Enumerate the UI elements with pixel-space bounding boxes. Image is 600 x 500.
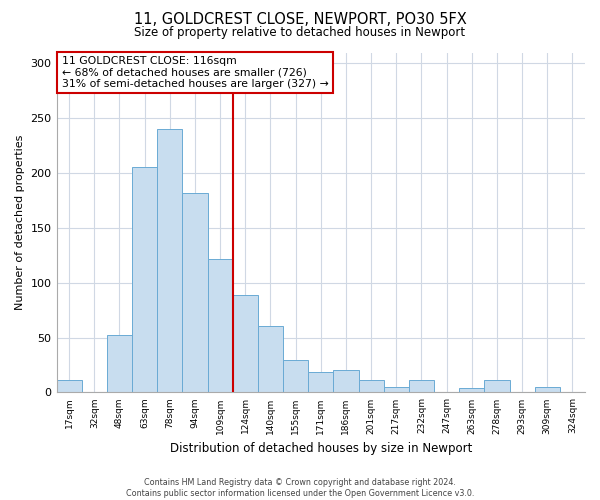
Text: 11 GOLDCREST CLOSE: 116sqm
← 68% of detached houses are smaller (726)
31% of sem: 11 GOLDCREST CLOSE: 116sqm ← 68% of deta…: [62, 56, 329, 89]
Bar: [409, 380, 434, 392]
Bar: [208, 258, 233, 392]
X-axis label: Distribution of detached houses by size in Newport: Distribution of detached houses by size …: [170, 442, 472, 455]
Bar: [107, 336, 132, 392]
Bar: [56, 380, 82, 392]
Bar: [484, 380, 509, 392]
Bar: [535, 387, 560, 392]
Bar: [459, 388, 484, 392]
Y-axis label: Number of detached properties: Number of detached properties: [15, 135, 25, 310]
Bar: [258, 326, 283, 392]
Bar: [132, 166, 157, 392]
Bar: [157, 130, 182, 392]
Bar: [283, 360, 308, 392]
Bar: [383, 387, 409, 392]
Bar: [308, 372, 334, 392]
Bar: [334, 370, 359, 392]
Text: Contains HM Land Registry data © Crown copyright and database right 2024.
Contai: Contains HM Land Registry data © Crown c…: [126, 478, 474, 498]
Bar: [233, 295, 258, 392]
Text: Size of property relative to detached houses in Newport: Size of property relative to detached ho…: [134, 26, 466, 39]
Text: 11, GOLDCREST CLOSE, NEWPORT, PO30 5FX: 11, GOLDCREST CLOSE, NEWPORT, PO30 5FX: [134, 12, 466, 28]
Bar: [359, 380, 383, 392]
Bar: [182, 193, 208, 392]
